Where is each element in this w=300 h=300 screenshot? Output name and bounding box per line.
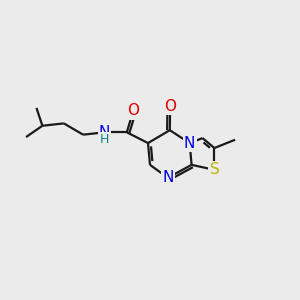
Text: N: N xyxy=(184,136,195,151)
Text: H: H xyxy=(100,133,109,146)
Text: O: O xyxy=(164,99,176,114)
Text: O: O xyxy=(127,103,139,118)
Text: S: S xyxy=(209,162,219,177)
Text: N: N xyxy=(99,125,110,140)
Text: N: N xyxy=(162,170,173,185)
